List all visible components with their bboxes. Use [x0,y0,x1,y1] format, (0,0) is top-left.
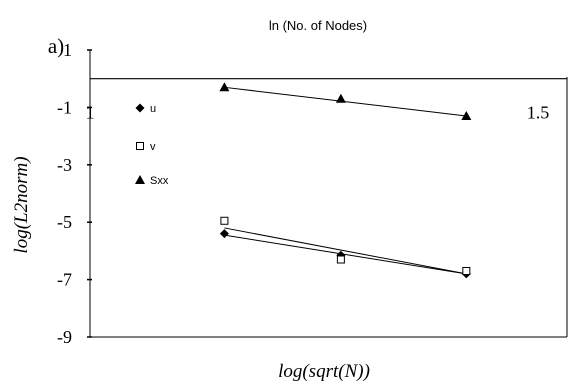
point-sxx [461,111,472,121]
y-tick-label: -7 [57,270,72,290]
y-tick-label: -5 [57,212,72,232]
top-caption: ln (No. of Nodes) [269,18,367,33]
x-tick-label: 1.5 [527,103,550,123]
plot-area: 1 -1 -3 -5 -7 -9 1 1.5 [57,40,568,347]
point-v [462,266,471,275]
y-tick-label: -1 [57,97,72,117]
data-marks [219,82,472,279]
point-u [219,229,229,239]
x-axis-label: log(sqrt(N)) [278,361,370,382]
point-v [220,216,229,225]
point-sxx [335,93,346,103]
y-tick-label: -9 [57,327,72,347]
panel-label: a) [48,34,64,58]
legend-label-sxx: Sxx [150,175,169,187]
legend-label-v: v [150,141,156,153]
point-sxx [219,82,230,92]
legend: u v Sxx [135,103,169,187]
legend-label-u: u [150,103,156,115]
y-axis-label: log(L2norm) [11,156,32,253]
trendline-u [224,234,467,275]
y-tick-label: 1 [63,40,72,60]
x-tick-label: 1 [86,103,95,123]
legend-marker-sxx [135,175,145,184]
legend-marker-u [135,103,145,113]
trendline-v [224,227,467,275]
legend-marker-v [136,142,144,150]
y-tick-label: -3 [57,155,72,175]
point-v [336,255,345,264]
trendline-sxx [224,86,467,117]
